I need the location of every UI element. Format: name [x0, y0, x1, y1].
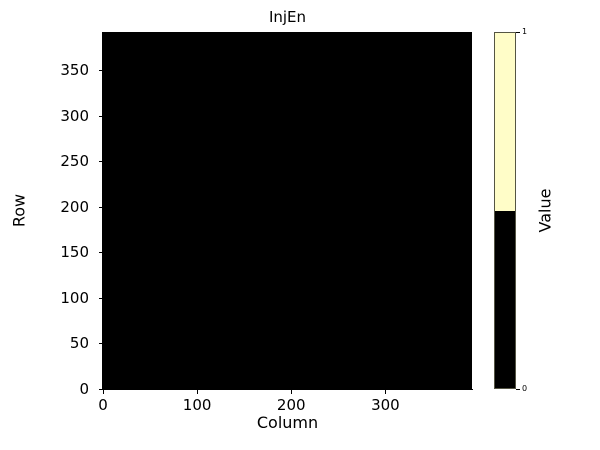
y-tick-label: 200	[60, 197, 89, 216]
colorbar-label: Value	[535, 188, 555, 233]
y-tick-mark	[99, 252, 103, 254]
heatmap-plot-area[interactable]	[103, 32, 472, 389]
y-tick: 350	[0, 61, 103, 79]
colorbar-tick-mark	[516, 32, 520, 33]
y-tick-label: 300	[60, 106, 89, 125]
y-tick-mark	[99, 115, 103, 117]
x-tick-label: 0	[98, 396, 108, 414]
axis-spine-left	[102, 32, 103, 390]
x-tick: 100	[183, 389, 211, 414]
y-tick-label: 150	[60, 243, 89, 262]
y-tick-label: 50	[69, 334, 89, 353]
y-tick-mark	[99, 343, 103, 345]
x-tick: 200	[277, 389, 306, 414]
x-tick-mark	[103, 390, 104, 394]
y-tick-mark	[99, 161, 103, 163]
y-tick: 200	[0, 198, 103, 216]
x-tick-mark	[197, 390, 199, 394]
heatmap-image	[103, 32, 472, 389]
page-title: InjEn	[268, 8, 307, 26]
colorbar[interactable]	[494, 32, 516, 389]
x-tick: 300	[371, 389, 400, 414]
x-tick-label: 300	[371, 396, 400, 414]
y-tick: 150	[0, 243, 103, 261]
y-tick: 300	[0, 107, 103, 125]
y-tick-label: 250	[60, 152, 89, 171]
x-tick: 0	[98, 389, 108, 414]
y-tick: 250	[0, 152, 103, 170]
y-axis-label: Row	[9, 193, 29, 228]
y-tick: 100	[0, 289, 103, 307]
y-tick-mark	[99, 206, 103, 208]
colorbar-tick-mark	[516, 389, 520, 390]
x-tick-label: 100	[182, 396, 212, 414]
x-tick-mark	[291, 390, 293, 394]
x-tick-label: 200	[276, 396, 306, 414]
y-tick-label: 100	[60, 288, 89, 307]
y-tick-mark	[99, 70, 103, 72]
axis-spine-bottom	[102, 389, 473, 390]
y-tick-mark	[99, 389, 103, 390]
colorbar-band	[495, 33, 515, 211]
x-axis-label: Column	[256, 413, 319, 432]
colorbar-band	[495, 210, 515, 388]
colorbar-tick-label: 0	[522, 384, 528, 393]
y-tick-label: 0	[79, 380, 89, 398]
colorbar-tick-label: 1	[522, 27, 528, 36]
y-tick-mark	[99, 297, 103, 299]
y-tick-label: 350	[60, 61, 89, 80]
y-tick: 50	[0, 334, 103, 352]
x-tick-mark	[385, 390, 387, 394]
y-tick: 0	[0, 380, 103, 398]
